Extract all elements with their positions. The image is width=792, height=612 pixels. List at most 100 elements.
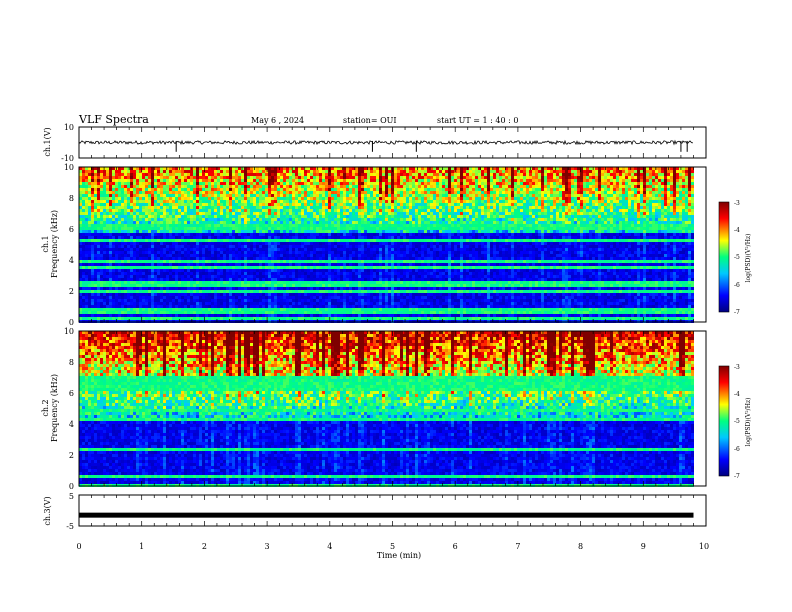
spec1-cell — [82, 194, 85, 197]
spec1-cell — [271, 263, 274, 266]
spec1-cell — [190, 290, 193, 293]
spec1-cell — [334, 191, 337, 194]
spec1-cell — [352, 203, 355, 206]
spec1-cell — [145, 179, 148, 182]
spec1-cell — [280, 290, 283, 293]
spec1-cell — [340, 287, 343, 290]
spec1-cell — [220, 290, 223, 293]
spec1-cell — [181, 305, 184, 308]
spec1-cell — [307, 221, 310, 224]
spec1-cell — [244, 185, 247, 188]
spec1-cell — [94, 257, 97, 260]
spec1-cell — [313, 257, 316, 260]
spec1-cell — [319, 230, 322, 233]
spec1-cell — [145, 188, 148, 191]
spec1-cell — [130, 284, 133, 287]
spec1-cell — [190, 266, 193, 269]
spec1-cell — [346, 170, 349, 173]
spec1-cell — [100, 227, 103, 230]
spec1-cell — [118, 266, 121, 269]
spec1-cell — [184, 272, 187, 275]
spec1-cell — [157, 203, 160, 206]
spec1-cell — [268, 269, 271, 272]
spec1-cell — [94, 305, 97, 308]
spec1-cell — [106, 284, 109, 287]
spec1-cell — [199, 227, 202, 230]
spec1-cell — [148, 197, 151, 200]
spec1-cell — [226, 167, 229, 170]
spec1-cell — [94, 218, 97, 221]
spec1-cell — [214, 281, 217, 284]
spec1-cell — [145, 236, 148, 239]
spec1-cell — [136, 254, 139, 257]
spec1-cell — [340, 248, 343, 251]
spec1-cell — [172, 251, 175, 254]
spec1-cell — [178, 290, 181, 293]
spec1-cell — [211, 224, 214, 227]
spec1-cell — [361, 167, 364, 170]
spec1-cell — [259, 191, 262, 194]
spec1-cell — [313, 182, 316, 185]
spec1-cell — [322, 236, 325, 239]
spec1-cell — [142, 296, 145, 299]
spec1-cell — [103, 278, 106, 281]
spec1-cell — [190, 200, 193, 203]
spec1-cell — [100, 191, 103, 194]
spec1-cell — [118, 194, 121, 197]
spec1-cell — [337, 197, 340, 200]
spec1-cell — [223, 260, 226, 263]
spec1-cell — [334, 284, 337, 287]
spec1-cell — [166, 170, 169, 173]
spec1-cell — [298, 254, 301, 257]
spec1-cell — [310, 245, 313, 248]
spec1-cell — [157, 194, 160, 197]
spec1-cell — [235, 254, 238, 257]
spec1-cell — [289, 191, 292, 194]
spec1-cell — [217, 302, 220, 305]
spec1-cell — [304, 239, 307, 242]
spec1-cell — [361, 182, 364, 185]
spec1-cell — [115, 317, 118, 320]
spec1-cell — [175, 191, 178, 194]
spec1-cell — [109, 281, 112, 284]
spec1-cell — [283, 269, 286, 272]
spec1-cell — [178, 236, 181, 239]
spec1-cell — [235, 239, 238, 242]
spec1-cell — [184, 248, 187, 251]
spec1-cell — [127, 254, 130, 257]
spec1-cell — [82, 290, 85, 293]
spec1-cell — [130, 278, 133, 281]
spec1-cell — [232, 272, 235, 275]
spec1-cell — [133, 284, 136, 287]
spec1-cell — [127, 167, 130, 170]
spec1-cell — [187, 173, 190, 176]
spec1-cell — [202, 167, 205, 170]
spec1-cell — [106, 299, 109, 302]
spec1-cell — [124, 227, 127, 230]
spec1-cell — [334, 218, 337, 221]
spec1-cell — [112, 224, 115, 227]
spec1-cell — [118, 299, 121, 302]
spec1-cell — [226, 248, 229, 251]
spec1-cell — [181, 200, 184, 203]
spec1-cell — [346, 179, 349, 182]
spec1-cell — [175, 269, 178, 272]
spec1-cell — [352, 239, 355, 242]
spec1-cell — [169, 203, 172, 206]
spec1-cell — [175, 248, 178, 251]
spec1-cell — [352, 281, 355, 284]
spec1-cell — [271, 290, 274, 293]
spec1-cell — [286, 227, 289, 230]
spec1-cell — [190, 239, 193, 242]
spec1-cell — [346, 176, 349, 179]
spec1-cell — [193, 170, 196, 173]
spec1-cell — [202, 221, 205, 224]
spec1-cell — [202, 251, 205, 254]
spec1-cell — [340, 203, 343, 206]
spec1-cell — [178, 221, 181, 224]
spec1-cell — [205, 167, 208, 170]
spec1-cell — [103, 251, 106, 254]
spec1-cell — [160, 248, 163, 251]
spec1-cell — [163, 266, 166, 269]
spec1-cell — [172, 194, 175, 197]
